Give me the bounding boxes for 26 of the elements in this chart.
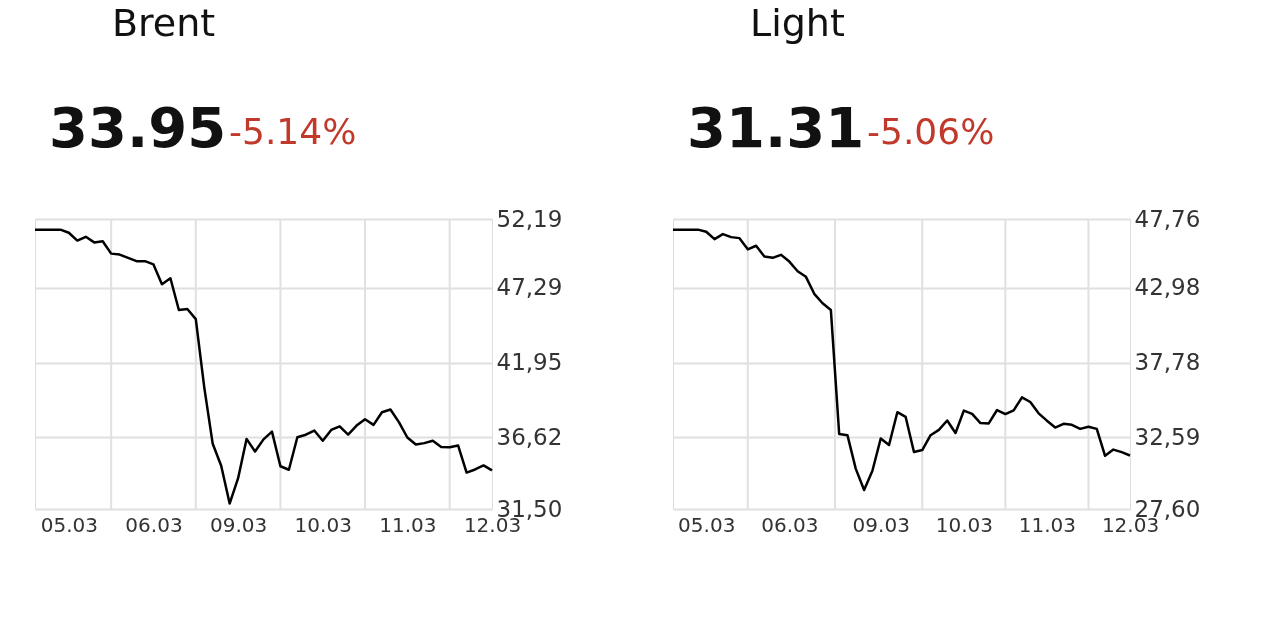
y-tick-label: 32,59: [1134, 423, 1201, 450]
line-series: [671, 228, 1132, 492]
x-tick-label: 09.03: [852, 512, 910, 537]
x-tick-label: 05.03: [40, 512, 98, 537]
chart-title: Brent: [112, 1, 216, 45]
line-series: [33, 228, 494, 505]
chart-subtitle: 31.31: [687, 95, 865, 160]
x-tick-label: 05.03: [678, 512, 736, 537]
x-tick-label: 06.03: [125, 512, 183, 537]
y-tick-label: 42,98: [1134, 274, 1201, 301]
y-tick-label: 41,95: [496, 349, 563, 376]
chart-title: Light: [750, 1, 845, 45]
y-tick-label: 37,78: [1134, 349, 1201, 376]
y-tick-label: 47,76: [1134, 205, 1201, 232]
text: -5.14%: [229, 111, 357, 152]
chart-subtitle: 33.95: [49, 95, 227, 160]
y-tick-label: 36,62: [496, 423, 563, 450]
y-tick-label: 52,19: [496, 205, 563, 232]
x-tick-label: 11.03: [1018, 512, 1077, 537]
text: -5.06%: [867, 111, 995, 152]
x-tick-label: 09.03: [209, 512, 268, 537]
x-tick-label: 10.03: [294, 512, 352, 537]
x-tick-label: 11.03: [379, 512, 437, 537]
x-tick-label: 06.03: [761, 512, 819, 537]
y-tick-label: 47,29: [496, 274, 563, 301]
x-tick-label: 10.03: [935, 512, 993, 537]
